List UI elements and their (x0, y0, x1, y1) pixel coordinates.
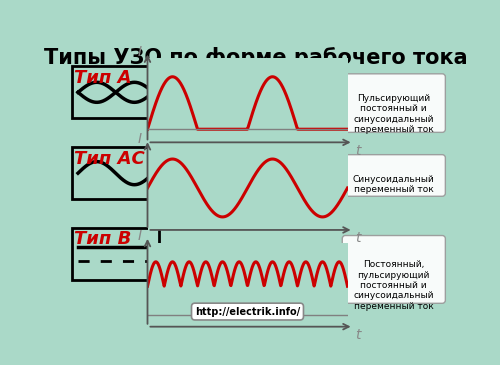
FancyBboxPatch shape (72, 228, 160, 280)
Text: I: I (138, 229, 141, 243)
Text: t: t (355, 328, 360, 342)
Text: t: t (355, 231, 360, 245)
FancyBboxPatch shape (72, 66, 160, 119)
FancyBboxPatch shape (72, 147, 160, 199)
FancyBboxPatch shape (342, 235, 446, 303)
Text: Тип В: Тип В (74, 230, 132, 248)
FancyBboxPatch shape (342, 155, 446, 196)
Text: Типы УЗО по форме рабочего тока: Типы УЗО по форме рабочего тока (44, 47, 468, 68)
Text: I: I (138, 132, 141, 146)
Text: http://electrik.info/: http://electrik.info/ (195, 307, 300, 316)
Text: I: I (138, 45, 141, 59)
Text: Синусоидальный
переменный ток: Синусоидальный переменный ток (352, 175, 434, 194)
FancyBboxPatch shape (342, 74, 446, 132)
Text: t: t (355, 144, 360, 158)
Text: Тип А: Тип А (74, 69, 132, 87)
Text: Тип АС: Тип АС (74, 150, 145, 168)
Text: Постоянный,
пульсирующий
постоянный и
синусоидальный
переменный ток: Постоянный, пульсирующий постоянный и си… (353, 260, 434, 311)
Text: Пульсирующий
постоянный и
синусоидальный
переменный ток: Пульсирующий постоянный и синусоидальный… (353, 94, 434, 134)
